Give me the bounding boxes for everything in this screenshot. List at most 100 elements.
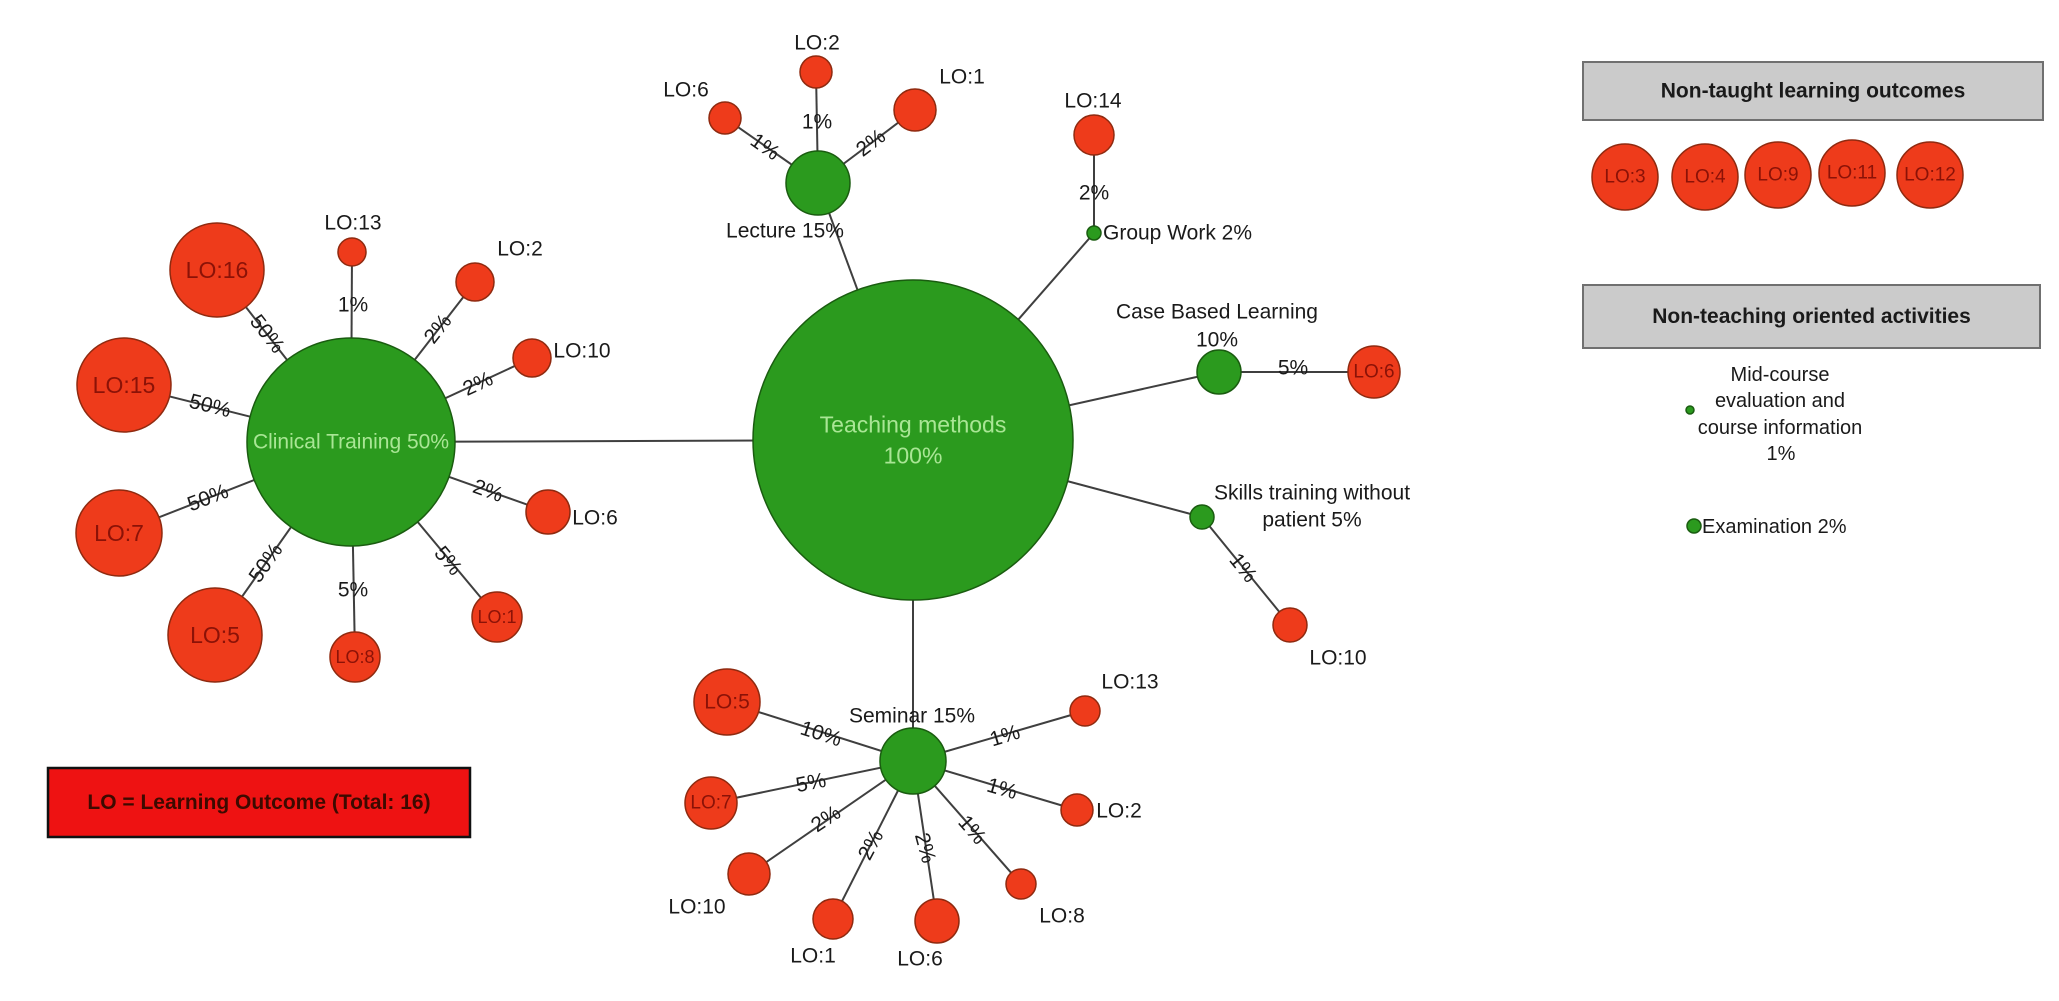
node-r4 (1671, 143, 1739, 211)
edge-label-clinical-c8: 5% (338, 579, 368, 602)
node-r9 (1744, 141, 1812, 209)
node-c6 (525, 489, 571, 535)
edge-label-clinical-c13: 1% (338, 294, 368, 317)
node-label-clinical-0: Clinical Training 50% (253, 431, 449, 454)
edge-label-seminar-s10: 2% (807, 801, 845, 837)
node-outer-label-s8: LO:8 (1039, 905, 1085, 928)
node-g14 (1073, 114, 1115, 156)
node-sk10 (1272, 607, 1308, 643)
cbl-label-2: 10% (1196, 329, 1238, 352)
node-outer-label-s6: LO:6 (897, 948, 943, 971)
examination-label: Examination 2% (1702, 516, 1847, 538)
seminar-label: Seminar 15% (849, 705, 975, 728)
node-c7 (75, 489, 163, 577)
node-outer-label-c6: LO:6 (572, 507, 618, 530)
edge-label-lecture-l6: 1% (746, 129, 784, 165)
node-outer-label-c2: LO:2 (497, 238, 543, 261)
groupwork-label: Group Work 2% (1103, 222, 1252, 245)
node-inner-label-c16: LO:16 (186, 257, 249, 283)
node-inner-label-c5: LO:5 (190, 622, 240, 648)
edge-label-skills-sk10: 1% (1225, 549, 1262, 587)
node-r3 (1591, 143, 1659, 211)
node-outer-label-c10: LO:10 (553, 340, 610, 363)
node-inner-label-r12: LO:12 (1904, 165, 1956, 186)
header-non-teaching-box (1582, 284, 2041, 349)
node-r11 (1818, 139, 1886, 207)
legend-box (46, 766, 472, 839)
lecture-label: Lecture 15% (726, 220, 844, 243)
midcourse-line-4: 1% (1767, 443, 1796, 465)
node-s7 (684, 776, 738, 830)
edge-label-clinical-c7: 50% (184, 480, 231, 517)
header-non-taught-title: Non-taught learning outcomes (1661, 80, 1966, 103)
node-c16 (169, 222, 265, 318)
node-s6 (914, 898, 960, 944)
node-outer-label-l2: LO:2 (794, 32, 840, 55)
node-c5 (167, 587, 263, 683)
node-outer-label-l6: LO:6 (663, 79, 709, 102)
node-inner-label-r9: LO:9 (1757, 165, 1798, 186)
edge-label-seminar-s5: 10% (797, 717, 844, 752)
node-l2 (799, 55, 833, 89)
node-c15 (76, 337, 172, 433)
node-outer-label-s2: LO:2 (1096, 800, 1142, 823)
node-l6 (708, 101, 742, 135)
node-l1 (893, 88, 937, 132)
node-groupwork (1086, 225, 1102, 241)
node-inner-label-r3: LO:3 (1604, 167, 1645, 188)
node-outer-label-g14: LO:14 (1064, 90, 1122, 113)
edge-label-seminar-s13: 1% (987, 721, 1023, 752)
node-s5 (693, 668, 761, 736)
legend-text: LO = Learning Outcome (Total: 16) (87, 791, 430, 814)
node-inner-label-s7: LO:7 (690, 793, 731, 814)
edge-label-clinical-c16: 50% (245, 310, 289, 357)
node-outer-label-sk10: LO:10 (1309, 647, 1366, 670)
midcourse-line-3: course information (1698, 417, 1863, 439)
edge-label-seminar-s2: 1% (984, 774, 1020, 804)
edge-label-clinical-c6: 2% (470, 475, 506, 507)
node-s8 (1005, 868, 1037, 900)
edge-label-groupwork-g14: 2% (1079, 182, 1109, 205)
node-inner-label-c15: LO:15 (93, 372, 156, 398)
node-exam_dot (1686, 518, 1702, 534)
node-midcourse_dot (1685, 405, 1695, 415)
node-inner-label-c7: LO:7 (94, 520, 144, 546)
node-s10 (727, 852, 771, 896)
edge-label-clinical-c2: 2% (420, 310, 457, 348)
node-clinical (246, 337, 456, 547)
node-outer-label-s10: LO:10 (668, 896, 725, 919)
node-inner-label-r4: LO:4 (1684, 167, 1726, 188)
edge-label-clinical-c10: 2% (459, 367, 496, 401)
node-c8 (329, 631, 381, 683)
node-label-teaching-0: Teaching methods (820, 411, 1007, 437)
edge-label-lecture-l1: 2% (852, 125, 890, 162)
node-inner-label-c1: LO:1 (477, 607, 516, 627)
midcourse-line-2: evaluation and (1715, 390, 1845, 412)
node-outer-label-l1: LO:1 (939, 66, 985, 89)
node-inner-label-s5: LO:5 (704, 691, 750, 714)
edge-skills-sk10 (1201, 516, 1291, 626)
edge-label-clinical-c5: 50% (245, 539, 288, 587)
node-inner-label-r11: LO:11 (1827, 163, 1877, 184)
edge-label-lecture-l2: 1% (802, 111, 832, 134)
skills-label-2: patient 5% (1262, 509, 1361, 532)
node-seminar (879, 727, 947, 795)
node-c1 (471, 591, 523, 643)
header-non-taught-box (1582, 61, 2044, 121)
node-outer-label-s1: LO:1 (790, 945, 836, 968)
node-cb6 (1347, 345, 1401, 399)
node-s1 (812, 898, 854, 940)
edge-label-seminar-s1: 2% (854, 826, 889, 864)
node-skills (1189, 504, 1215, 530)
node-c13 (337, 237, 367, 267)
node-s13 (1069, 695, 1101, 727)
edge-seminar-s7 (710, 760, 914, 804)
node-outer-label-c13: LO:13 (324, 212, 381, 235)
node-label-teaching-1: 100% (884, 443, 943, 469)
node-r12 (1896, 141, 1964, 209)
midcourse-line-1: Mid-course (1731, 364, 1830, 386)
node-s2 (1060, 793, 1094, 827)
node-cbl (1196, 349, 1242, 395)
edge-label-clinical-c15: 50% (187, 390, 233, 422)
